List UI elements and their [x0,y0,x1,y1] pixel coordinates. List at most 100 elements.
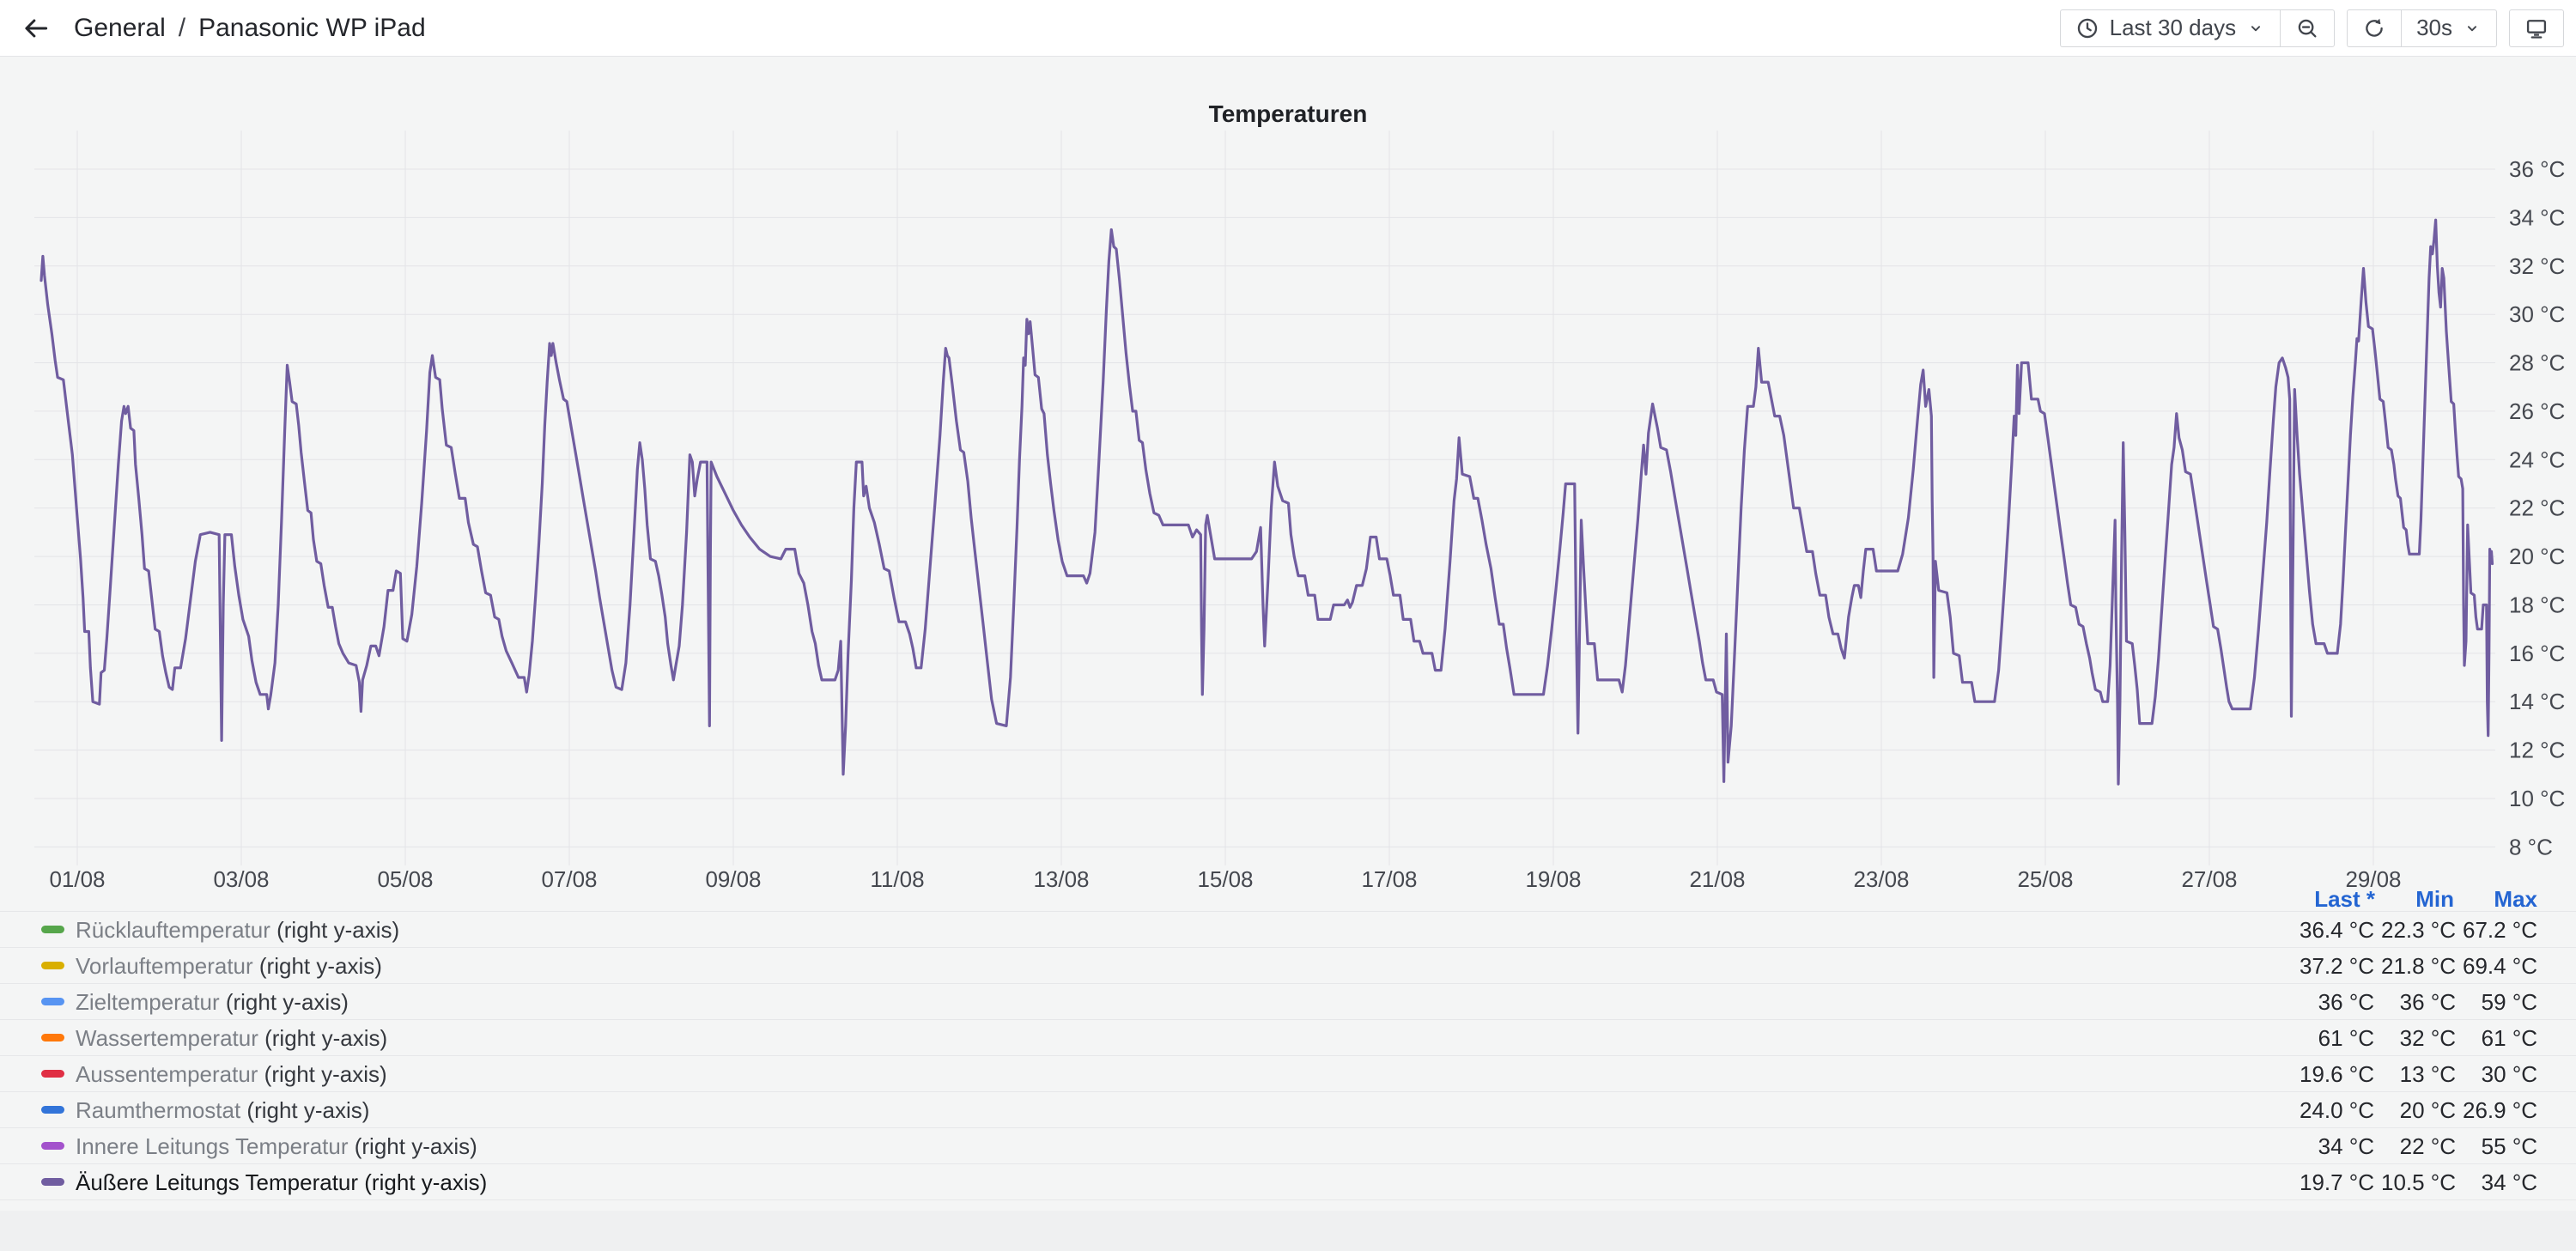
y-axis-label: 36 °C [2509,156,2565,182]
x-axis-label: 11/08 [870,866,924,892]
series-axis-note: (right y-axis) [246,1097,370,1123]
refresh-interval-button[interactable]: 30s [2401,9,2497,47]
x-axis-label: 09/08 [705,866,761,892]
legend-value-last: 34 °C [2318,1133,2374,1159]
y-axis-label: 20 °C [2509,544,2565,569]
magnifier-minus-icon [2298,19,2317,37]
legend-value-min: 20 °C [2399,1097,2456,1123]
legend-row[interactable]: Raumthermostat (right y-axis) 24.0 °C 20 °… [0,1091,2576,1127]
refresh-interval-label: 30s [2416,15,2452,40]
legend-value-max: 59 °C [2481,989,2537,1015]
series-label[interactable]: Äußere Leitungs Temperatur (right y-axis… [76,1169,488,1195]
legend-value-last: 37.2 °C [2299,953,2374,979]
back-button[interactable] [15,8,57,49]
series-label[interactable]: Innere Leitungs Temperatur (right y-axis… [76,1133,477,1159]
y-axis-label: 32 °C [2509,253,2565,279]
series-color-swatch[interactable] [41,998,64,1005]
chevron-down-icon [2251,25,2261,31]
x-axis-label: 05/08 [377,866,433,892]
time-range-label: Last 30 days [2109,15,2237,40]
x-axis-label: 17/08 [1361,866,1417,892]
series-label[interactable]: Raumthermostat (right y-axis) [76,1097,370,1123]
legend-value-max: 26.9 °C [2462,1097,2537,1123]
y-axis-label: 18 °C [2509,592,2565,618]
legend-value-max: 55 °C [2481,1133,2537,1159]
legend-value-min: 22 °C [2399,1133,2456,1159]
legend-value-last: 19.6 °C [2299,1061,2374,1087]
x-axis-label: 29/08 [2345,866,2401,892]
legend-row[interactable]: Äußere Leitungs Temperatur (right y-axis… [0,1163,2576,1200]
legend-row[interactable]: Aussentemperatur (right y-axis) 19.6 °C 13… [0,1055,2576,1091]
series-label[interactable]: Vorlauftemperatur (right y-axis) [76,953,382,979]
legend-value-last: 36.4 °C [2299,917,2374,943]
legend-value-last: 36 °C [2318,989,2374,1015]
legend-column-max[interactable]: Max [2494,886,2537,912]
refresh-button[interactable] [2347,9,2402,47]
series-label[interactable]: Aussentemperatur (right y-axis) [76,1061,387,1087]
legend-header: Last * Min Max [0,886,2576,912]
y-axis-label: 16 °C [2509,641,2565,666]
legend-column-last[interactable]: Last * [2314,886,2375,912]
x-axis-label: 13/08 [1033,866,1089,892]
series-color-swatch[interactable] [41,962,64,969]
legend-row[interactable]: Vorlauftemperatur (right y-axis) 37.2 °C 2… [0,947,2576,983]
series-label[interactable]: Rücklauftemperatur (right y-axis) [76,917,400,943]
breadcrumb-folder[interactable]: General [74,13,166,42]
series-color-swatch[interactable] [41,1106,64,1114]
y-axis-label: 10 °C [2509,786,2565,811]
legend-value-min: 36 °C [2399,989,2456,1015]
y-axis-label: 12 °C [2509,738,2565,763]
legend-value-last: 24.0 °C [2299,1097,2374,1123]
y-axis-label: 14 °C [2509,689,2565,714]
series-axis-note: (right y-axis) [264,1025,388,1051]
y-axis-label: 30 °C [2509,301,2565,327]
monitor-icon [2526,19,2547,39]
x-axis-label: 27/08 [2181,866,2237,892]
time-controls-group: Last 30 days [2059,9,2336,47]
legend-value-max: 34 °C [2481,1169,2537,1195]
series-color-swatch[interactable] [41,1142,64,1150]
x-axis-label: 21/08 [1689,866,1745,892]
legend-value-min: 22.3 °C [2380,917,2456,943]
circular-arrows-icon [2366,18,2383,37]
legend-row[interactable]: Innere Leitungs Temperatur (right y-axis… [0,1127,2576,1163]
x-axis-label: 03/08 [213,866,269,892]
footer-strip [0,1211,2576,1251]
legend-row[interactable]: Rücklauftemperatur (right y-axis) 36.4 °C… [0,911,2576,947]
series-axis-note: (right y-axis) [364,1169,488,1195]
refresh-controls-group: 30s [2347,9,2497,47]
time-series-chart[interactable]: 36 °C 34 °C 32 °C 30 °C 28 °C 26 °C 24 °C 22 °C… [0,120,2576,893]
time-range-picker-button[interactable]: Last 30 days [2059,9,2281,47]
legend-row[interactable]: Zieltemperatur (right y-axis) 36 °C 36 °C 5… [0,983,2576,1019]
series-label[interactable]: Zieltemperatur (right y-axis) [76,989,349,1015]
y-axis-label: 22 °C [2509,495,2565,521]
series-axis-note: (right y-axis) [258,953,382,979]
legend-value-max: 30 °C [2481,1061,2537,1087]
series-color-swatch[interactable] [41,926,64,933]
clock-icon [2077,18,2097,38]
x-axis-label: 15/08 [1197,866,1253,892]
legend-row[interactable]: Wassertemperatur (right y-axis) 61 °C 32 °… [0,1019,2576,1055]
view-mode-group [2509,9,2564,47]
kiosk-mode-button[interactable] [2509,9,2564,47]
series-axis-note: (right y-axis) [264,1061,387,1087]
y-axis-label: 28 °C [2509,350,2565,376]
legend-value-min: 10.5 °C [2380,1169,2456,1195]
chevron-down-icon [2467,25,2477,31]
y-axis-label: 34 °C [2509,204,2565,230]
legend-value-max: 61 °C [2481,1025,2537,1051]
legend-column-min[interactable]: Min [2415,886,2454,912]
y-axis-label: 24 °C [2509,446,2565,472]
series-color-swatch[interactable] [41,1070,64,1078]
y-axis-label: 8 °C [2509,834,2553,859]
legend-value-max: 69.4 °C [2462,953,2537,979]
zoom-out-button[interactable] [2280,9,2336,47]
series-color-swatch[interactable] [41,1178,64,1186]
legend-value-min: 32 °C [2399,1025,2456,1051]
panel-title: Temperaturen [1208,100,1368,128]
series-axis-note: (right y-axis) [225,989,349,1015]
series-color-swatch[interactable] [41,1034,64,1041]
series-label[interactable]: Wassertemperatur (right y-axis) [76,1025,388,1051]
x-axis-label: 19/08 [1525,866,1581,892]
